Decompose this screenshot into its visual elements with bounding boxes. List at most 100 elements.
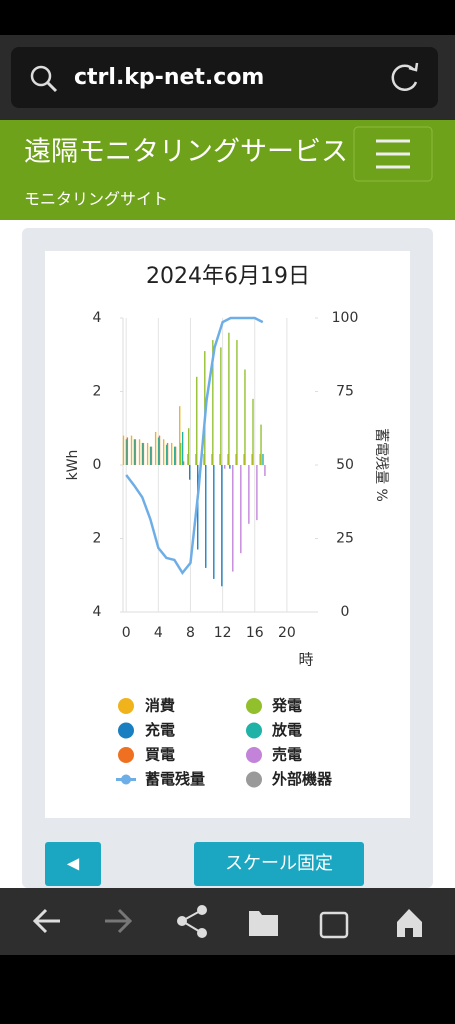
url: ctrl.kp-net.com (74, 65, 264, 90)
bar (203, 453, 205, 465)
prev-button[interactable] (45, 842, 101, 886)
y-tick-label: 4 (93, 604, 102, 620)
y-tick-label: 2 (93, 384, 102, 400)
bar (182, 461, 185, 465)
reload-icon (408, 62, 419, 72)
legend-label: 発電 (271, 697, 302, 715)
bar (224, 465, 226, 469)
y2-axis-label: 蓄電残量 % (373, 428, 389, 502)
bar (179, 406, 181, 465)
bar (205, 465, 207, 568)
bar (189, 465, 191, 480)
y-tick-label: 2 (93, 531, 102, 547)
y2-tick-label: 25 (336, 531, 354, 547)
x-tick-label: 0 (122, 625, 131, 641)
bar (157, 437, 160, 465)
y-tick-label: 4 (93, 310, 102, 326)
bar (165, 444, 168, 465)
legend-marker (118, 698, 134, 714)
bar (248, 465, 250, 524)
bar (256, 465, 258, 521)
bar (219, 453, 221, 465)
bar (149, 446, 152, 465)
bar (174, 446, 177, 465)
bar (133, 439, 136, 465)
bar (125, 439, 128, 465)
bar (142, 442, 145, 465)
bar (130, 435, 133, 465)
bar (180, 442, 182, 465)
legend-marker (246, 771, 262, 788)
bar (195, 453, 197, 465)
bar (244, 369, 246, 465)
x-tick-label: 12 (214, 625, 232, 641)
legend-label: 放電 (271, 721, 302, 739)
bar (259, 453, 261, 465)
prev-label: ◀ (67, 854, 80, 873)
x-tick-label: 4 (154, 625, 163, 641)
reload-icon[interactable] (391, 64, 418, 91)
y2-tick-label: 100 (332, 310, 359, 326)
bar (146, 442, 149, 465)
bar (196, 376, 198, 465)
bar (126, 437, 129, 465)
bar (251, 453, 253, 465)
back-icon[interactable] (32, 908, 60, 934)
y2-tick-label: 50 (336, 457, 354, 473)
legend-marker (246, 698, 262, 714)
bar (227, 453, 229, 465)
forward-icon[interactable] (105, 908, 133, 934)
x-tick-label: 20 (278, 625, 296, 641)
bar (235, 453, 237, 465)
legend-marker (121, 774, 131, 785)
bar (154, 431, 157, 465)
y2-tick-label: 0 (341, 604, 350, 620)
bar (260, 424, 262, 465)
bar (134, 439, 137, 465)
bar (187, 453, 189, 465)
legend-label: 蓄電残量 (145, 770, 205, 788)
bar (141, 442, 144, 465)
bar (138, 439, 141, 465)
home-icon[interactable] (397, 909, 422, 937)
bar (166, 442, 169, 465)
legend-label: 消費 (145, 697, 175, 715)
bar (211, 453, 213, 465)
legend-marker (118, 722, 134, 739)
bar (229, 465, 231, 469)
bar (243, 453, 245, 465)
nav-bar (0, 888, 455, 955)
bar (236, 340, 238, 465)
scale-button[interactable] (194, 842, 364, 886)
chart-title: 2024年6月19日 (146, 264, 310, 289)
battery-line (125, 316, 264, 576)
tabs-icon[interactable] (319, 911, 349, 939)
y-axis-label: kWh (65, 450, 81, 481)
bar (212, 340, 214, 465)
x-tick-label: 8 (186, 625, 195, 641)
x-axis-label: 時 (298, 651, 313, 669)
site-subtitle: モニタリングサイト (24, 190, 168, 209)
legend-label: 買電 (145, 746, 175, 764)
bar (173, 446, 176, 465)
bar (228, 332, 230, 465)
search-icon (30, 65, 52, 87)
bar (181, 431, 184, 465)
bar (232, 465, 234, 572)
legend-marker (246, 722, 262, 739)
legend-label: 充電 (145, 721, 175, 739)
bar (150, 446, 153, 465)
legend-label: 外部機器 (271, 770, 333, 788)
y-tick-label: 0 (93, 457, 102, 473)
bar (213, 465, 215, 579)
share-icon[interactable] (177, 905, 207, 938)
scale-label: スケール固定 (225, 853, 333, 874)
search-icon (46, 81, 58, 93)
site-title: 遠隔モニタリングサービス (24, 137, 348, 168)
url-field[interactable] (11, 47, 438, 108)
bookmark-icon[interactable] (249, 911, 278, 936)
bar (188, 428, 190, 465)
bar (171, 442, 173, 465)
